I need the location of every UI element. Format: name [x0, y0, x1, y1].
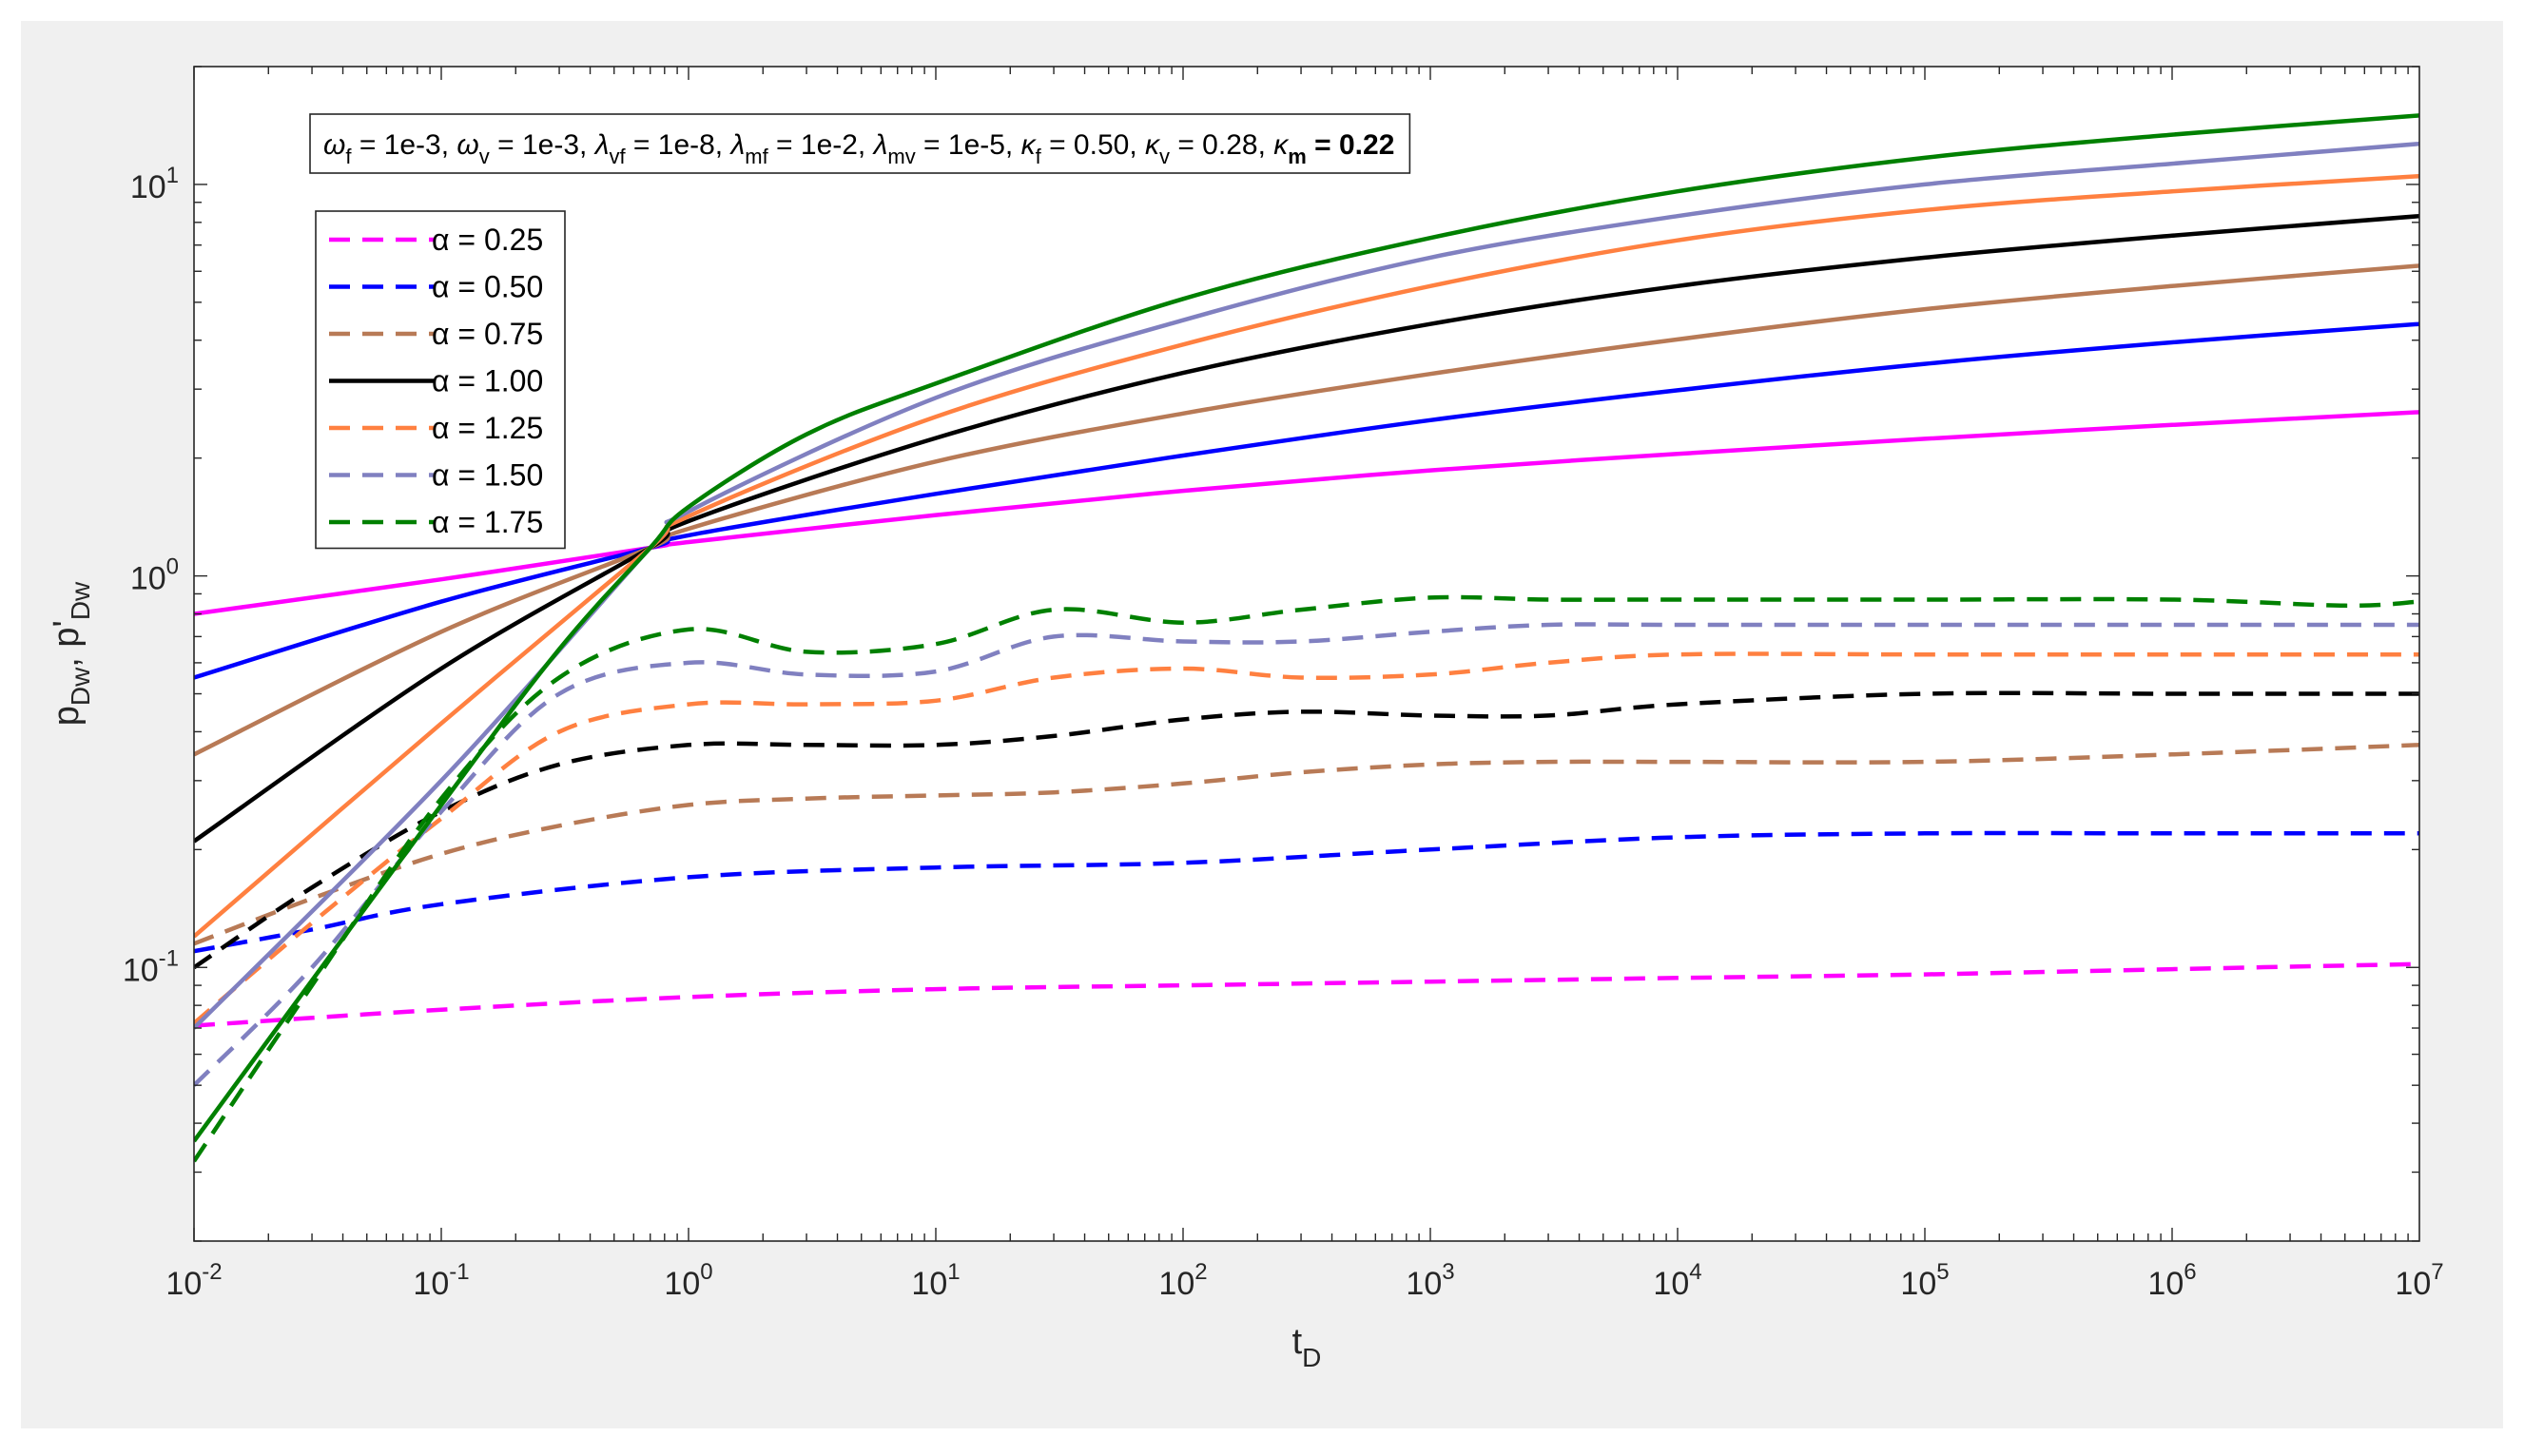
x-axis-title: tD	[1292, 1322, 1322, 1372]
y-tick-label: 101	[130, 163, 179, 205]
y-tick-label: 10-1	[123, 945, 179, 988]
legend-label-0: α = 0.25	[432, 223, 543, 257]
figure-background: 10-2 10-1 100 101 102 103 104 105 106 107 10-1 100 1…	[21, 21, 2503, 1428]
x-tick-label: 104	[1653, 1259, 1701, 1302]
x-tick-label: 100	[664, 1259, 712, 1302]
pressure-line-6	[194, 113, 2419, 1143]
legend: α = 0.25 α = 0.50 α = 0.75 α = 1.00 α = 1.25…	[315, 210, 566, 550]
y-axis-title: pDw, p'Dw	[47, 581, 95, 726]
derivative-line-3	[194, 690, 2419, 970]
pressure-line-4	[194, 173, 2419, 939]
x-tick-label: 105	[1900, 1259, 1949, 1302]
derivative-line-1	[194, 830, 2419, 954]
legend-label-3: α = 1.00	[432, 364, 543, 398]
x-tick-label: 10-2	[165, 1259, 222, 1302]
tick-marks	[193, 66, 2419, 1242]
legend-label-2: α = 0.75	[432, 317, 543, 351]
derivative-line-4	[194, 651, 2419, 1025]
pressure-line-3	[194, 213, 2419, 844]
curves-group	[194, 113, 2419, 1163]
derivative-line-5	[194, 622, 2419, 1087]
legend-label-6: α = 1.75	[432, 505, 543, 539]
pressure-line-2	[194, 263, 2419, 757]
axes-box	[193, 66, 2420, 1242]
legend-label-5: α = 1.50	[432, 458, 543, 493]
derivative-line-0	[194, 961, 2419, 1028]
x-tick-label: 102	[1158, 1259, 1207, 1302]
derivative-line-2	[194, 743, 2419, 946]
parameter-annotation: ωf = 1e-3, ωv = 1e-3, λvf = 1e-8, λmf = …	[309, 113, 1411, 174]
y-tick-label: 100	[130, 554, 179, 597]
x-tick-label: 106	[2147, 1259, 2196, 1302]
x-tick-label: 103	[1406, 1259, 1454, 1302]
pressure-line-0	[194, 410, 2419, 616]
derivative-line-6	[194, 594, 2419, 1163]
x-tick-label: 101	[911, 1259, 960, 1302]
legend-label-4: α = 1.25	[432, 411, 543, 445]
parameter-annotation-text: ωf = 1e-3, ωv = 1e-3, λvf = 1e-8, λmf = …	[323, 129, 1394, 168]
x-tick-label: 107	[2395, 1259, 2443, 1302]
parameter-annotation-box	[309, 113, 1411, 174]
x-tick-label: 10-1	[413, 1259, 469, 1302]
legend-label-1: α = 0.50	[432, 270, 543, 304]
chart-svg: 10-2 10-1 100 101 102 103 104 105 106 107 10-1 100 1…	[47, 66, 2444, 1372]
pressure-line-1	[194, 321, 2419, 680]
